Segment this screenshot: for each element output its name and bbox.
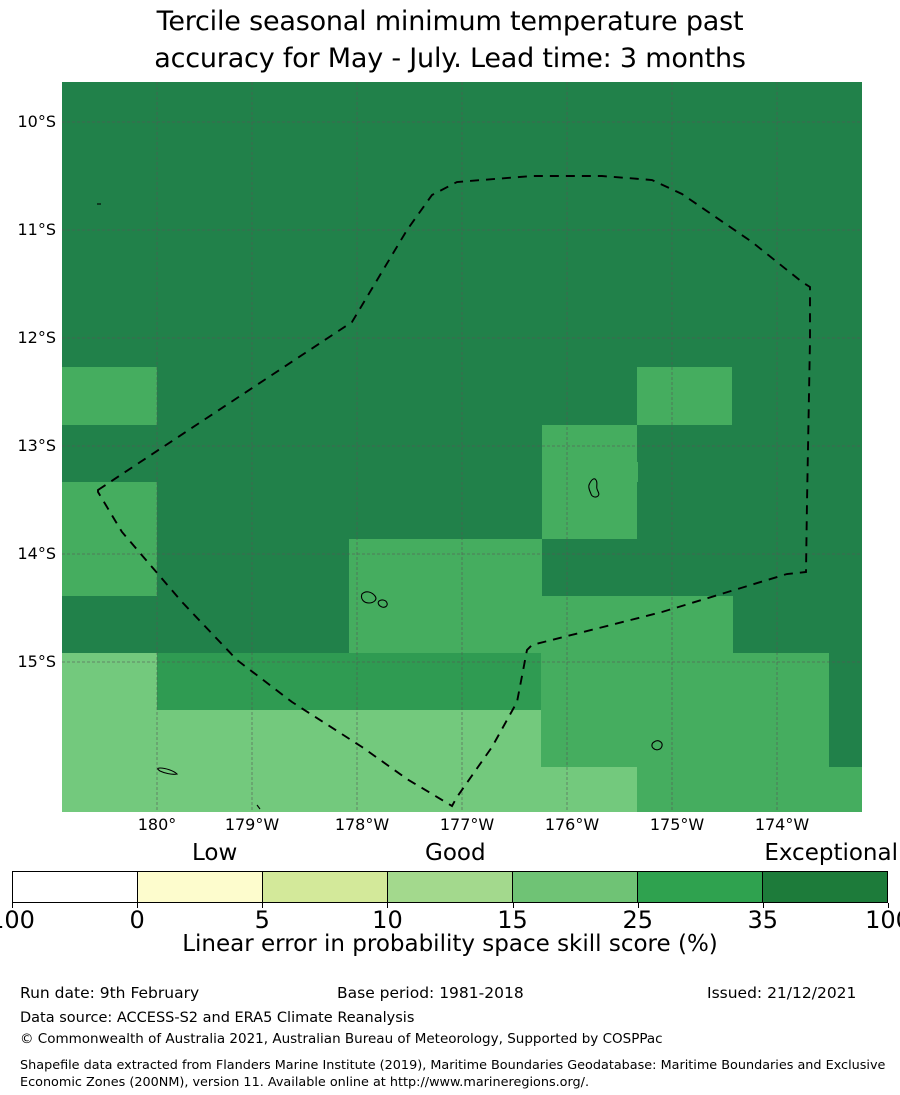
map-plot-area [62,82,862,812]
heatmap-cell [541,710,637,767]
heatmap-cell [62,369,157,425]
heatmap-cell [349,767,541,812]
heatmap-cell [62,482,157,539]
heatmap-cell [637,367,732,425]
heatmap-cell [829,653,862,767]
heatmap-cell [829,767,862,812]
footer-meta-row: Run date: 9th February Base period: 1981… [0,983,900,1007]
heatmap-cell [157,767,349,812]
colorbar-segment [637,872,763,902]
heatmap-cell [62,710,157,767]
heatmap-cell [733,653,829,710]
colorbar-ticks: 100 0 5 10 15 25 35 100 [0,903,900,933]
colorbar-tick-label: 10 [372,906,403,934]
heatmap-cell [62,767,157,812]
colorbar-segment [137,872,263,902]
colorbar-tick-label: 5 [254,906,270,934]
heatmap-cell [349,710,541,767]
x-axis: 180° 179°W 178°W 177°W 176°W 175°W 174°W [62,815,862,839]
x-tick-label: 174°W [754,815,810,834]
colorbar-segment [262,872,388,902]
colorbar-segment [512,872,638,902]
heatmap-cell [541,653,637,710]
heatmap-cell [637,596,733,653]
heatmap-cell [349,653,541,710]
run-date: Run date: 9th February [20,984,200,1002]
colorbar-tick-mark [762,903,764,908]
colorbar-axis-label: Linear error in probability space skill … [182,931,718,957]
heatmap-cell [349,596,637,653]
colorbar-tick-mark [12,903,13,908]
colorbar-tick-label: 25 [622,906,653,934]
colorbar-segment [387,872,513,902]
heatmap-cell [542,539,734,596]
heatmap-cell [637,482,733,539]
colorbar-segment [13,872,138,902]
y-tick-label: 14°S [17,544,56,564]
colorbar-tick-mark [262,903,264,908]
heatmap-cell [62,539,157,596]
colorbar-tick-label: 0 [129,906,145,934]
y-tick-label: 12°S [17,328,56,347]
heatmap-cell [637,710,829,767]
quality-label-low: Low [192,840,238,866]
heatmap-cell [157,653,349,710]
heatmap-cell [349,539,542,596]
page-title: Tercile seasonal minimum temperature pas… [154,6,746,74]
heatmap-cell [733,82,862,653]
x-tick-label: 178°W [334,815,390,834]
heatmap-cell [542,462,638,539]
colorbar-segment [762,872,887,902]
copyright-text: © Commonwealth of Australia 2021, Austra… [20,1031,663,1047]
y-tick-label: 13°S [17,435,56,455]
y-tick-label: 10°S [17,112,56,131]
colorbar-tick-mark [387,903,389,908]
colorbar-tick-mark [637,903,639,908]
colorbar-tick-label: 15 [497,906,528,934]
footer: Run date: 9th February Base period: 1981… [0,983,900,1095]
colorbar-tick-label: 100 [865,906,900,934]
heatmap-cells [62,82,862,812]
x-tick-label: 176°W [544,815,600,834]
colorbar-tick-mark [888,903,889,908]
colorbar[interactable] [12,871,888,903]
y-axis: 10°S 11°S 12°S 13°S 14°S 15°S [0,82,56,812]
y-tick-label: 15°S [17,651,56,671]
heatmap-cell [541,767,637,812]
heatmap-cell [157,710,349,767]
shapefile-attribution-text: Shapefile data extracted from Flanders M… [20,1058,886,1090]
data-source-text: Data source: ACCESS-S2 and ERA5 Climate … [20,1010,415,1026]
quality-label-good: Good [425,840,486,866]
x-tick-label: 175°W [649,815,705,834]
base-period: Base period: 1981-2018 [337,984,524,1002]
x-tick-label: 179°W [224,815,280,834]
colorbar-tick-label: 100 [0,906,35,934]
heatmap-cell [62,653,157,710]
heatmap-cell [637,767,733,812]
y-tick-label: 11°S [17,219,56,239]
x-tick-label: 177°W [439,815,495,834]
colorbar-tick-mark [137,903,139,908]
heatmap-cell [733,767,829,812]
colorbar-container [12,871,888,903]
quality-scale-labels: Low Good Exceptional [0,840,900,868]
issued-date: Issued: 21/12/2021 [707,984,857,1002]
quality-label-exceptional: Exceptional [764,840,898,866]
x-tick-label: 180° [137,815,177,834]
colorbar-tick-mark [512,903,514,908]
colorbar-tick-label: 35 [747,906,779,934]
